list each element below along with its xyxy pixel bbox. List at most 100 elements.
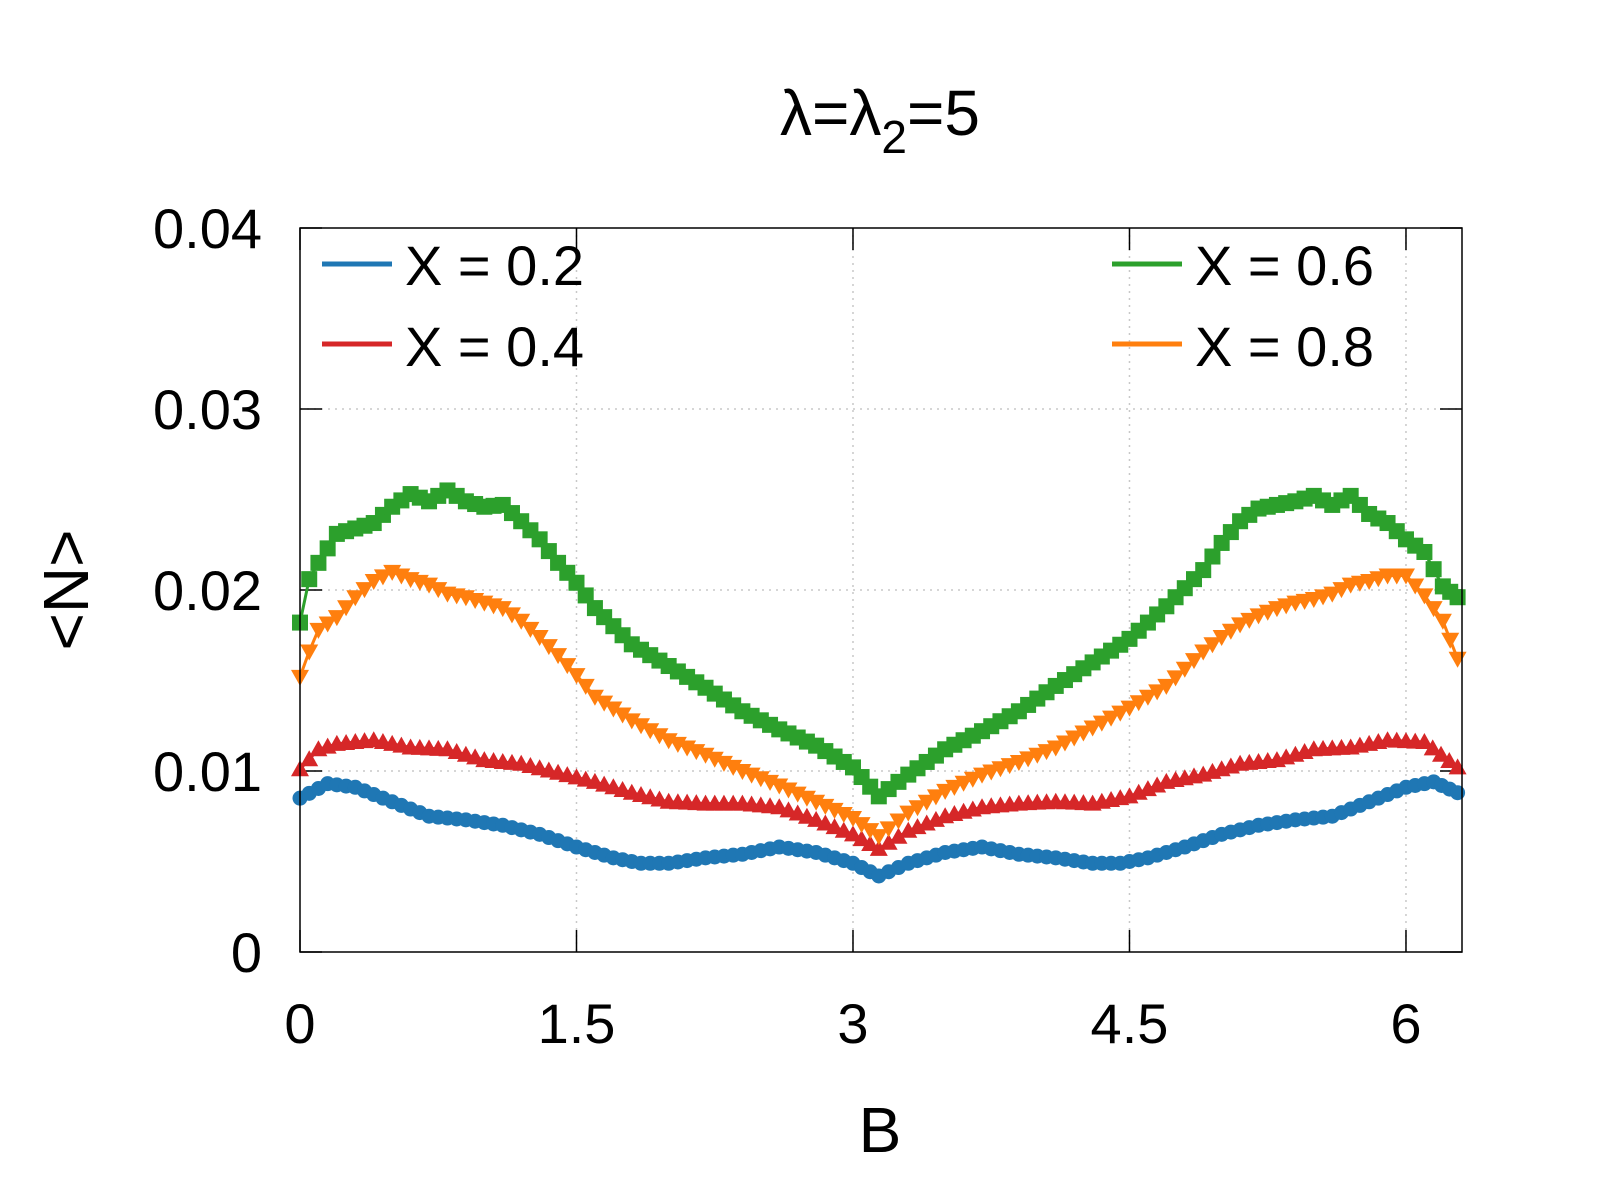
x-tick-label: 0 bbox=[284, 992, 315, 1055]
data-point bbox=[1028, 747, 1047, 764]
data-point bbox=[807, 794, 826, 811]
data-point bbox=[797, 790, 816, 807]
legend-label-x04: X = 0.4 bbox=[405, 315, 584, 378]
data-point bbox=[917, 794, 936, 811]
data-point bbox=[825, 818, 844, 835]
data-point bbox=[954, 775, 973, 792]
data-point bbox=[861, 823, 880, 840]
data-point bbox=[301, 571, 318, 588]
data-point bbox=[770, 778, 789, 795]
data-point bbox=[869, 829, 888, 846]
data-point bbox=[825, 802, 844, 819]
data-point bbox=[852, 830, 871, 847]
data-point bbox=[1138, 689, 1157, 706]
data-point bbox=[641, 723, 660, 740]
y-tick-labels: 0 0.01 0.02 0.03 0.04 bbox=[153, 197, 262, 984]
data-point bbox=[843, 825, 862, 842]
legend-label-x06: X = 0.6 bbox=[1195, 234, 1374, 297]
series-02 bbox=[292, 774, 1466, 884]
data-point bbox=[1019, 751, 1038, 768]
data-point bbox=[1129, 695, 1148, 712]
data-point bbox=[926, 789, 945, 806]
data-point bbox=[355, 582, 374, 599]
data-point bbox=[327, 610, 346, 627]
series-06 bbox=[292, 482, 1466, 805]
x-tick-label: 6 bbox=[1390, 992, 1421, 1055]
data-point bbox=[945, 779, 964, 796]
x-tick-labels: 0 1.5 3 4.5 6 bbox=[284, 992, 1421, 1055]
data-point bbox=[429, 582, 448, 599]
chart-title-subscript: 2 bbox=[881, 111, 907, 163]
data-point bbox=[843, 811, 862, 828]
data-point bbox=[1449, 589, 1466, 606]
data-point bbox=[364, 573, 383, 590]
data-point bbox=[1396, 568, 1415, 585]
data-point bbox=[650, 728, 669, 745]
data-point bbox=[869, 839, 888, 856]
data-point bbox=[1203, 637, 1222, 654]
data-point bbox=[1212, 630, 1231, 647]
data-point bbox=[705, 751, 724, 768]
data-point bbox=[807, 810, 826, 827]
data-point bbox=[1009, 754, 1028, 771]
data-point bbox=[1240, 612, 1259, 629]
data-point bbox=[1424, 601, 1443, 618]
data-point bbox=[1204, 548, 1221, 565]
data-point bbox=[512, 613, 531, 630]
data-point bbox=[300, 644, 319, 661]
data-point bbox=[632, 718, 651, 735]
data-point bbox=[779, 782, 798, 799]
data-point bbox=[852, 817, 871, 834]
data-point bbox=[696, 747, 715, 764]
data-point bbox=[613, 707, 632, 724]
data-point bbox=[1194, 644, 1213, 661]
data-point bbox=[1166, 670, 1185, 687]
data-point bbox=[1037, 744, 1056, 761]
data-point bbox=[1423, 739, 1442, 756]
data-point bbox=[1195, 562, 1212, 579]
x-tick-label: 1.5 bbox=[538, 992, 616, 1055]
legend: X = 0.2 X = 0.4 X = 0.6 X = 0.8 bbox=[322, 234, 1374, 378]
data-point bbox=[1406, 578, 1425, 595]
data-point bbox=[577, 587, 594, 604]
data-point bbox=[1323, 586, 1342, 603]
data-point bbox=[1102, 710, 1121, 727]
data-point bbox=[1185, 653, 1204, 670]
legend-label-x02: X = 0.2 bbox=[405, 234, 584, 297]
data-point bbox=[1231, 617, 1250, 634]
data-point bbox=[595, 695, 614, 712]
data-point bbox=[1258, 604, 1277, 621]
series-04 bbox=[291, 731, 1467, 856]
data-point bbox=[1120, 700, 1139, 717]
data-point bbox=[530, 630, 549, 647]
data-point bbox=[502, 607, 521, 624]
data-point bbox=[1249, 608, 1268, 625]
data-point bbox=[1055, 735, 1074, 752]
y-tick-label: 0.03 bbox=[153, 378, 262, 441]
y-tick-label: 0.02 bbox=[153, 559, 262, 622]
data-point bbox=[1415, 588, 1434, 605]
data-point bbox=[861, 835, 880, 852]
data-point bbox=[373, 569, 392, 586]
data-point bbox=[1415, 733, 1434, 750]
data-point bbox=[788, 786, 807, 803]
data-point bbox=[936, 783, 955, 800]
data-point bbox=[585, 689, 604, 706]
data-point bbox=[816, 798, 835, 815]
x-tick-label: 4.5 bbox=[1091, 992, 1169, 1055]
plot-frame bbox=[299, 227, 1463, 953]
data-point bbox=[889, 813, 908, 830]
data-point bbox=[1221, 623, 1240, 640]
data-point bbox=[310, 554, 327, 571]
data-point bbox=[576, 678, 595, 695]
data-point bbox=[521, 621, 540, 638]
y-axis-label: <N> bbox=[30, 530, 102, 651]
x-tick-label: 3 bbox=[837, 992, 868, 1055]
data-point bbox=[622, 713, 641, 730]
data-point bbox=[1092, 715, 1111, 732]
data-point bbox=[549, 648, 568, 665]
data-point bbox=[319, 540, 336, 557]
chart-title: λ=λ2=5 bbox=[780, 77, 980, 163]
data-point bbox=[879, 833, 898, 850]
data-point bbox=[1433, 613, 1452, 630]
